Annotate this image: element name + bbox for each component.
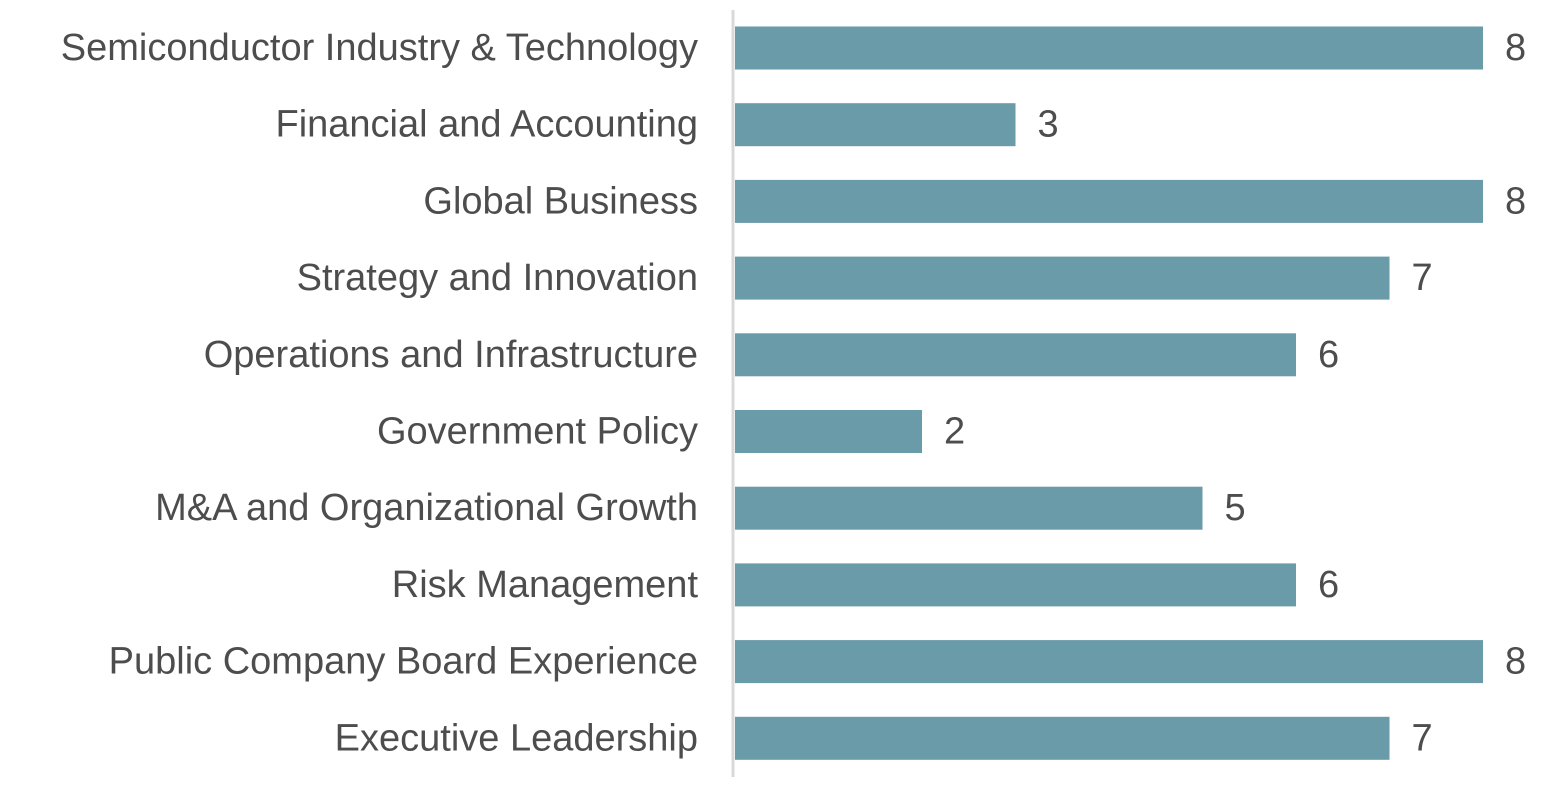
bar <box>735 256 1390 300</box>
bar <box>735 716 1390 760</box>
category-label: Global Business <box>423 180 698 222</box>
category-label: Strategy and Innovation <box>297 257 698 299</box>
bars <box>735 26 1483 760</box>
bar <box>735 486 1203 530</box>
data-label: 7 <box>1412 257 1433 299</box>
data-label: 6 <box>1318 334 1339 376</box>
data-label: 8 <box>1505 180 1526 222</box>
category-label: Risk Management <box>392 564 699 606</box>
category-label: Semiconductor Industry & Technology <box>61 27 698 69</box>
data-label: 7 <box>1412 717 1433 759</box>
bar <box>735 563 1296 607</box>
bar <box>735 179 1483 223</box>
category-label: M&A and Organizational Growth <box>155 487 698 529</box>
category-label: Executive Leadership <box>335 717 698 759</box>
bar <box>735 333 1296 377</box>
category-label: Financial and Accounting <box>275 104 698 146</box>
data-label: 3 <box>1038 104 1059 146</box>
data-label: 6 <box>1318 564 1339 606</box>
bar <box>735 410 922 453</box>
data-label: 8 <box>1505 27 1526 69</box>
bar <box>735 103 1016 147</box>
bar <box>735 26 1483 70</box>
data-label: 8 <box>1505 641 1526 683</box>
category-label: Government Policy <box>377 411 698 453</box>
data-label: 5 <box>1225 487 1246 529</box>
data-label: 2 <box>944 411 965 453</box>
category-labels: Semiconductor Industry & Technology Finan… <box>61 27 699 759</box>
data-labels: 8 3 8 7 6 2 5 6 8 7 <box>944 27 1526 759</box>
category-label: Public Company Board Experience <box>109 641 698 683</box>
bar <box>735 640 1483 684</box>
category-label: Operations and Infrastructure <box>204 334 698 376</box>
